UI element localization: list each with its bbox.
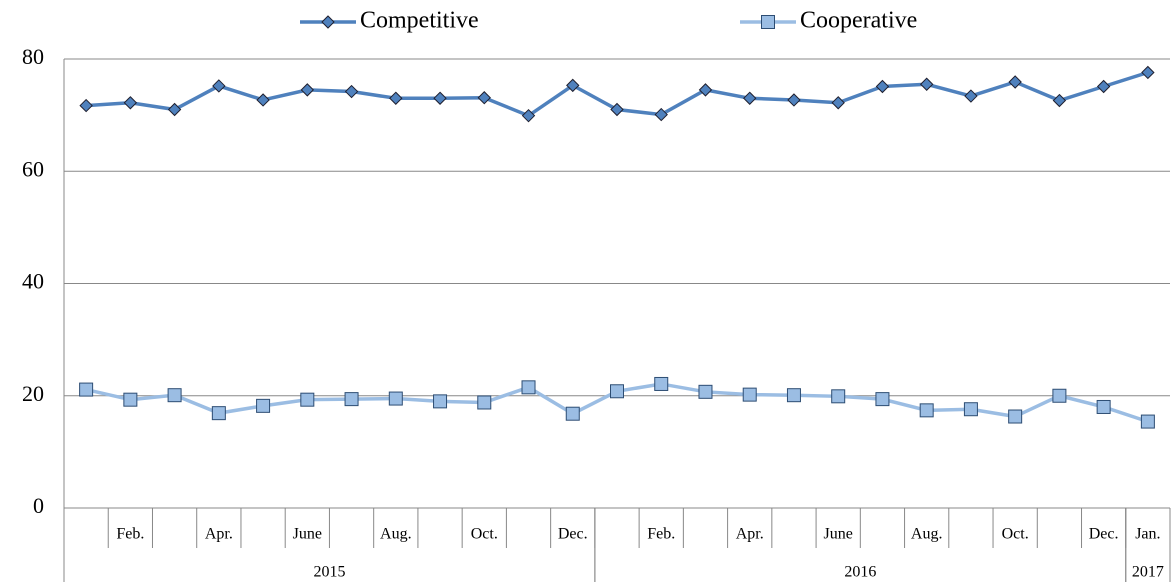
data-point [963, 402, 978, 417]
data-point [1008, 409, 1023, 424]
y-tick-label: 80 [22, 44, 44, 69]
y-tick-label: 60 [22, 156, 44, 181]
y-tick-label: 0 [33, 493, 44, 518]
data-point [742, 387, 757, 402]
data-point [477, 91, 491, 105]
data-point [831, 389, 846, 404]
legend-label: Cooperative [800, 8, 917, 34]
group-label: 2016 [844, 564, 876, 581]
data-point [610, 384, 624, 399]
legend-marker [761, 15, 775, 29]
data-point [79, 382, 94, 397]
data-point [79, 98, 93, 113]
data-point [743, 91, 757, 105]
data-point [654, 107, 668, 122]
x-tick-label: Feb. [116, 526, 144, 543]
data-point [565, 406, 580, 421]
x-tick-label: June [824, 526, 853, 543]
data-point [256, 93, 270, 107]
x-tick-label: Jan. [1135, 526, 1160, 543]
data-point [698, 83, 713, 97]
data-point [167, 388, 182, 403]
x-tick-label: Oct. [1002, 526, 1029, 543]
group-label: 2017 [1132, 564, 1164, 581]
data-point [919, 77, 934, 91]
data-point [875, 392, 890, 407]
x-tick-label: Aug. [380, 526, 412, 543]
x-tick-label: Apr. [205, 526, 233, 543]
x-tick-label: June [293, 526, 322, 543]
legend-label: Competitive [360, 8, 479, 34]
data-point [521, 108, 536, 123]
data-point [964, 89, 978, 103]
data-point [1096, 399, 1111, 414]
data-point [831, 96, 845, 110]
data-point [212, 79, 226, 93]
data-point [1141, 65, 1155, 80]
data-point [123, 392, 138, 407]
data-point [786, 388, 801, 403]
x-tick-label: Oct. [471, 526, 498, 543]
data-point [610, 102, 624, 117]
data-point [654, 376, 669, 391]
data-point [919, 403, 934, 418]
legend-marker [321, 15, 335, 29]
group-label: 2015 [313, 564, 345, 581]
data-point [433, 91, 447, 105]
data-point [1140, 414, 1155, 429]
data-point [300, 83, 315, 97]
data-point [477, 395, 492, 410]
data-point [211, 406, 226, 421]
data-point [566, 78, 580, 93]
x-tick-label: Dec. [558, 526, 588, 543]
data-point [1052, 93, 1067, 108]
data-point [875, 79, 890, 94]
data-point [521, 380, 536, 395]
data-point [388, 391, 403, 406]
x-tick-label: Feb. [647, 526, 675, 543]
data-point [1052, 388, 1067, 403]
data-point [698, 384, 713, 399]
data-point [256, 398, 271, 413]
data-point [1096, 79, 1111, 94]
y-tick-label: 40 [22, 269, 44, 294]
data-point [433, 394, 448, 409]
y-tick-label: 20 [22, 381, 44, 406]
data-point [344, 84, 359, 99]
x-tick-label: Aug. [911, 526, 943, 543]
data-point [123, 96, 138, 110]
data-point [167, 102, 182, 117]
data-point [1008, 75, 1022, 89]
x-tick-label: Dec. [1089, 526, 1119, 543]
x-tick-label: Apr. [736, 526, 764, 543]
data-point [300, 392, 315, 407]
data-point [344, 392, 359, 407]
data-point [787, 93, 801, 107]
data-point [389, 91, 403, 105]
